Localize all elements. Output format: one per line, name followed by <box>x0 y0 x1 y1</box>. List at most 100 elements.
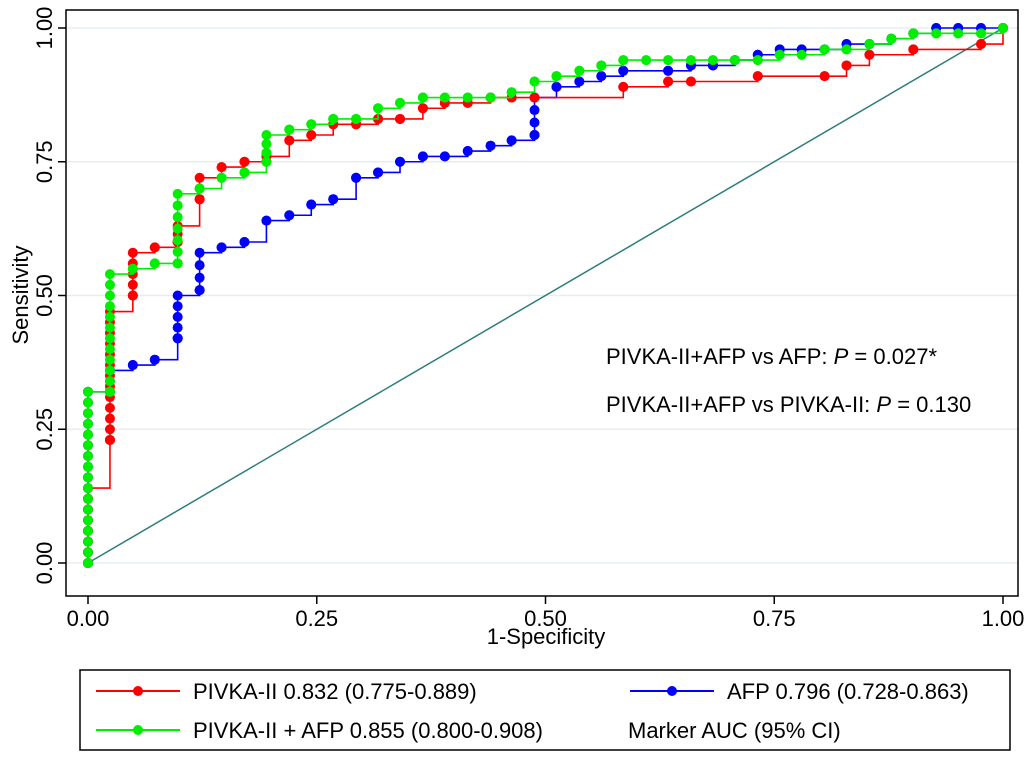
point-combo-1-16 <box>83 386 93 397</box>
annotation-combo-vs-pivka-value: = 0.130 <box>891 392 971 417</box>
point-combo-1-2 <box>83 536 93 547</box>
point-combo-43-1 <box>953 28 964 39</box>
point-pivka-3-1 <box>104 424 115 435</box>
legend-swatch-combo-marker <box>133 725 143 735</box>
annotation-combo-vs-afp-value: = 0.027* <box>848 344 937 369</box>
series-line-combo <box>87 28 1004 563</box>
point-pivka-33-1 <box>908 44 919 55</box>
legend-label-afp: AFP 0.796 (0.728-0.863) <box>727 679 969 704</box>
x-tick-label-3: 0.75 <box>753 606 796 631</box>
point-combo-3-10 <box>104 279 115 290</box>
point-combo-45-1 <box>998 23 1008 33</box>
point-pivka-3-0 <box>104 434 115 445</box>
point-combo-36-1 <box>796 49 807 60</box>
point-combo-1-5 <box>83 504 93 515</box>
point-pivka-32-1 <box>864 49 875 60</box>
point-combo-1-7 <box>83 483 93 494</box>
point-combo-12-1 <box>261 147 272 158</box>
point-afp-22-1 <box>485 140 496 151</box>
point-combo-25-1 <box>551 71 562 82</box>
point-combo-1-11 <box>83 440 93 451</box>
point-afp-9-3 <box>194 247 205 258</box>
point-combo-33-1 <box>729 55 740 66</box>
point-combo-5-1 <box>149 258 160 269</box>
point-combo-35-1 <box>774 49 785 60</box>
plot-frame <box>65 9 1019 597</box>
point-afp-27-1 <box>574 76 585 87</box>
point-afp-25-0 <box>529 130 540 140</box>
point-combo-23-1 <box>506 87 517 98</box>
point-combo-8-1 <box>194 183 205 194</box>
point-combo-3-1 <box>104 376 115 387</box>
point-pivka-26-1 <box>618 81 629 92</box>
point-combo-26-1 <box>574 65 585 76</box>
point-afp-7-4 <box>172 290 183 301</box>
point-combo-21-1 <box>462 92 473 103</box>
legend-label-combo: PIVKA-II + AFP 0.855 (0.800-0.908) <box>193 718 543 743</box>
point-combo-44-1 <box>976 28 987 39</box>
point-afp-30-1 <box>663 65 674 76</box>
point-combo-3-2 <box>104 365 115 376</box>
point-combo-1-6 <box>83 493 93 504</box>
point-combo-18-1 <box>395 97 406 108</box>
series-line-pivka <box>87 28 1004 563</box>
point-combo-3-11 <box>104 269 115 280</box>
point-combo-3-8 <box>104 301 115 312</box>
point-combo-1-9 <box>83 461 93 472</box>
x-tick-label-2: 0.50 <box>524 606 567 631</box>
point-combo-3-6 <box>104 322 115 333</box>
y-tick-label-2: 0.50 <box>32 274 57 317</box>
legend-box <box>79 669 1011 751</box>
legend-swatch-afp-marker <box>667 686 677 696</box>
point-combo-12-3 <box>261 130 272 140</box>
point-combo-10-1 <box>239 167 250 178</box>
point-combo-7-1 <box>172 246 183 257</box>
y-axis: 0.00 0.25 0.50 0.75 1.00 <box>32 7 66 585</box>
point-afp-4-1 <box>127 360 138 371</box>
point-afp-29-1 <box>618 65 629 76</box>
point-pivka-34-1 <box>976 39 987 50</box>
point-pivka-10-0 <box>194 194 205 205</box>
point-pivka-15-1 <box>306 130 317 140</box>
x-tick-label-0: 0.00 <box>67 606 110 631</box>
point-pivka-14-1 <box>284 135 295 146</box>
point-combo-16-1 <box>351 113 362 124</box>
point-afp-19-1 <box>417 151 428 162</box>
point-combo-24-1 <box>529 76 540 87</box>
point-afp-25-2 <box>529 105 540 116</box>
point-afp-9-0 <box>194 285 205 296</box>
point-afp-12-1 <box>261 215 272 226</box>
y-tick-label-0: 0.00 <box>32 542 57 585</box>
annotation-combo-vs-afp: PIVKA-II+AFP vs AFP: P = 0.027* <box>606 344 937 369</box>
point-afp-15-1 <box>328 194 339 205</box>
point-pivka-28-1 <box>685 76 696 87</box>
reference-diagonal <box>87 27 1004 564</box>
point-combo-12-0 <box>261 156 272 167</box>
point-combo-34-1 <box>752 55 763 66</box>
point-afp-17-1 <box>373 167 384 178</box>
point-afp-21-1 <box>462 146 473 157</box>
gridlines <box>66 27 1018 564</box>
annotation-combo-vs-afp-stat: P <box>834 344 849 369</box>
point-pivka-20-1 <box>417 103 428 114</box>
point-afp-11-1 <box>239 237 250 247</box>
point-combo-3-0 <box>104 386 115 397</box>
point-combo-42-1 <box>931 28 942 39</box>
point-combo-1-10 <box>83 451 93 461</box>
point-afp-9-1 <box>194 272 205 283</box>
annotation-combo-vs-pivka: PIVKA-II+AFP vs PIVKA-II: P = 0.130 <box>606 392 971 417</box>
point-afp-7-2 <box>172 311 183 322</box>
point-combo-41-1 <box>908 28 919 39</box>
point-pivka-31-1 <box>841 60 852 71</box>
point-afp-16-1 <box>351 172 362 183</box>
point-combo-19-1 <box>417 92 428 103</box>
point-afp-14-1 <box>306 199 317 210</box>
point-combo-1-8 <box>83 472 93 483</box>
point-afp-7-3 <box>172 301 183 312</box>
point-afp-20-1 <box>439 151 450 162</box>
point-combo-3-9 <box>104 290 115 301</box>
x-tick-label-1: 0.25 <box>295 606 338 631</box>
legend-swatch-pivka-marker <box>133 686 143 696</box>
legend-label-pivka: PIVKA-II 0.832 (0.775-0.889) <box>193 679 477 704</box>
point-combo-39-1 <box>864 39 875 50</box>
